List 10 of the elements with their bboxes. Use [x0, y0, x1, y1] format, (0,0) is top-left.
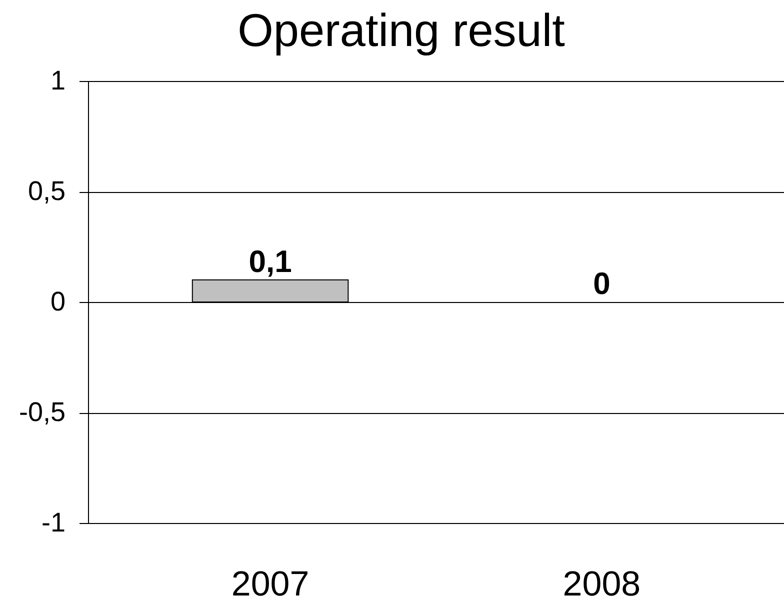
data-label: 0,1 — [248, 244, 292, 279]
y-tick-label: -0,5 — [18, 397, 66, 427]
y-tick-label: 0 — [50, 286, 66, 316]
y-tick-label: 1 — [50, 66, 66, 96]
x-tick-label: 2007 — [231, 564, 310, 603]
chart-title: Operating result — [238, 4, 566, 56]
x-tick-label: 2008 — [562, 564, 641, 603]
data-label: 0 — [593, 266, 610, 301]
y-tick-label: 0,5 — [28, 176, 66, 206]
y-tick-label: -1 — [41, 508, 66, 538]
